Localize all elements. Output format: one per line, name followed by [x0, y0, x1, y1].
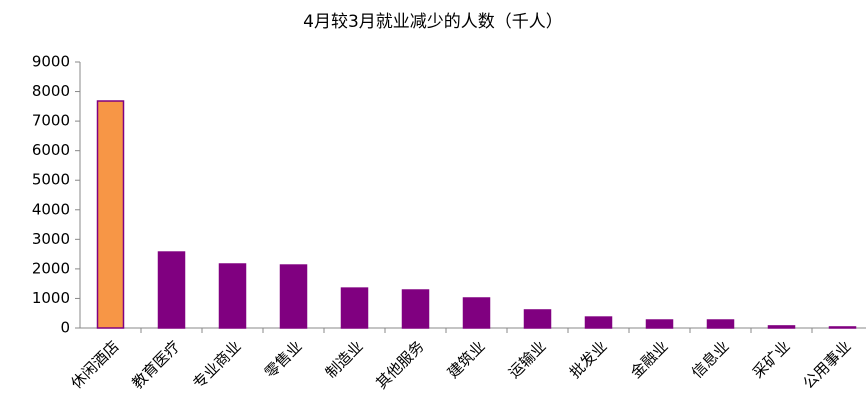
y-tick-label: 7000	[32, 112, 70, 130]
bar	[767, 325, 796, 329]
bar	[157, 251, 186, 329]
bar	[706, 319, 735, 329]
y-tick-label: 3000	[32, 230, 70, 248]
y-tick-label: 1000	[32, 289, 70, 307]
bar	[279, 264, 308, 329]
bar	[828, 326, 857, 329]
x-tick-label: 金融业	[627, 337, 672, 382]
x-tick-label: 建筑业	[444, 337, 489, 382]
chart-title: 4月较3月就业减少的人数（千人）	[303, 12, 563, 32]
x-tick-label: 零售业	[261, 337, 306, 382]
bar	[523, 309, 552, 329]
x-tick-label: 教育医疗	[128, 337, 183, 392]
x-tick-label: 公用事业	[799, 337, 854, 392]
y-tick-label: 8000	[32, 82, 70, 100]
x-tick-label: 其他服务	[372, 337, 427, 392]
x-tick-label: 休闲酒店	[67, 337, 122, 392]
y-tick-label: 0	[60, 319, 70, 337]
y-tick-label: 9000	[32, 53, 70, 71]
bar	[96, 100, 125, 329]
y-tick-label: 4000	[32, 200, 70, 218]
x-tick-label: 信息业	[688, 337, 733, 382]
bar	[645, 319, 674, 329]
x-tick-label: 制造业	[322, 337, 367, 382]
bar	[462, 297, 491, 329]
y-tick-label: 6000	[32, 141, 70, 159]
bar	[401, 289, 430, 329]
y-tick-label: 5000	[32, 171, 70, 189]
x-tick-label: 专业商业	[189, 337, 244, 392]
y-tick-label: 2000	[32, 259, 70, 277]
bar	[340, 287, 369, 329]
bar	[584, 316, 613, 329]
x-tick-label: 运输业	[505, 337, 550, 382]
x-tick-label: 批发业	[566, 337, 611, 382]
bar	[218, 263, 247, 329]
x-tick-label: 采矿业	[749, 337, 794, 382]
